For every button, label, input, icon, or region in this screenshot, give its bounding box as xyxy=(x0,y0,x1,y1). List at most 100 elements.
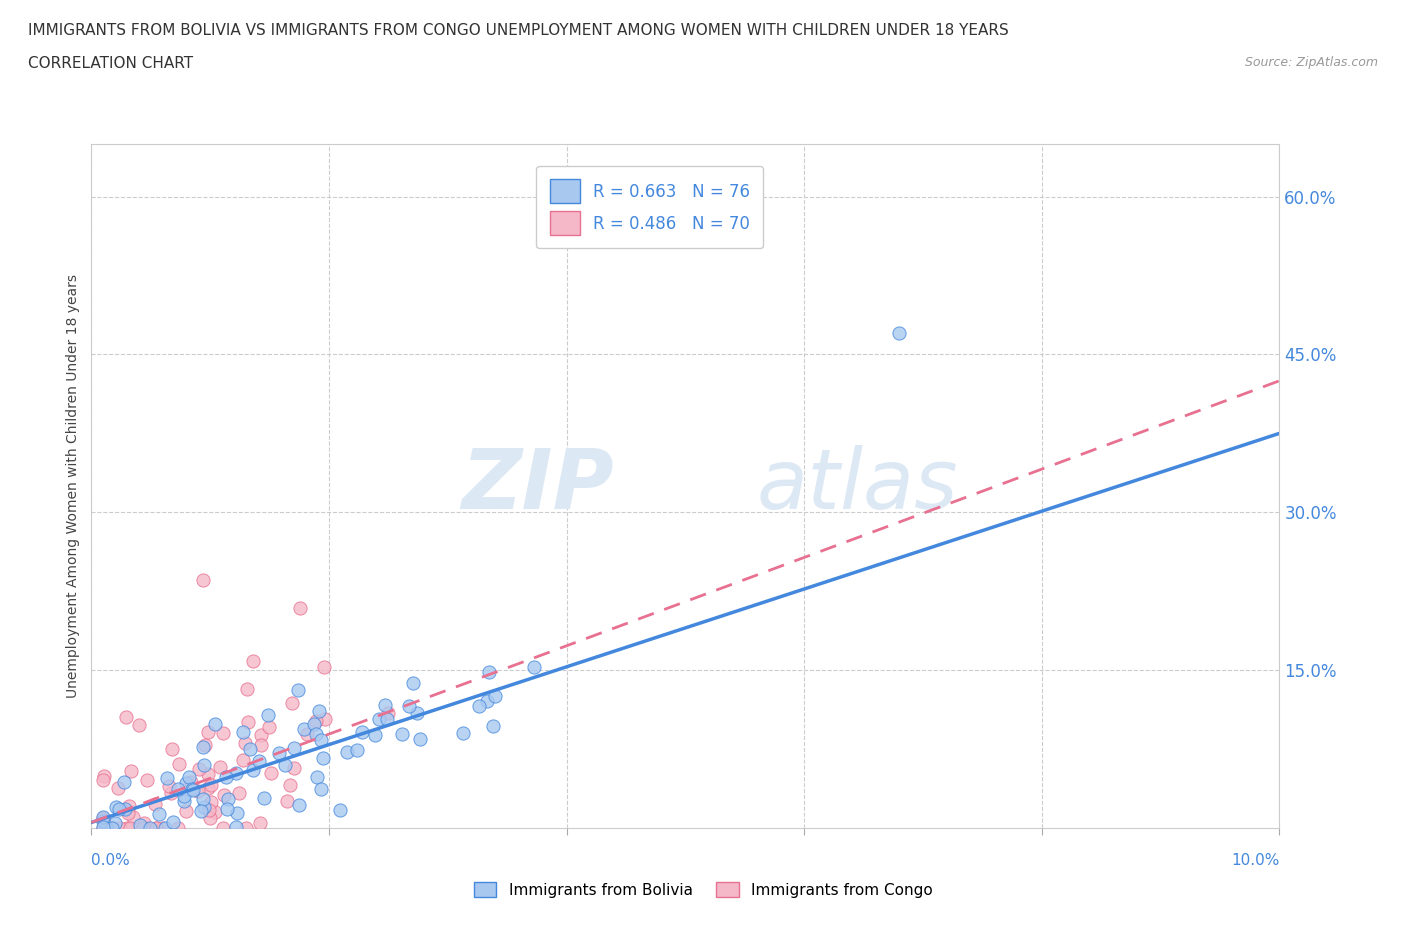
Point xyxy=(200,777,222,792)
Point xyxy=(481,718,503,733)
Point xyxy=(187,762,209,777)
Point xyxy=(191,572,214,587)
Text: IMMIGRANTS FROM BOLIVIA VS IMMIGRANTS FROM CONGO UNEMPLOYMENT AMONG WOMEN WITH C: IMMIGRANTS FROM BOLIVIA VS IMMIGRANTS FR… xyxy=(28,23,1010,38)
Point xyxy=(174,776,197,790)
Point xyxy=(225,820,247,835)
Point xyxy=(108,820,131,835)
Point xyxy=(100,820,122,835)
Point xyxy=(308,704,330,719)
Point xyxy=(250,727,273,742)
Point xyxy=(280,696,302,711)
Point xyxy=(314,711,336,726)
Point xyxy=(276,793,298,808)
Point xyxy=(162,742,184,757)
Point xyxy=(91,813,114,828)
Point xyxy=(409,731,432,746)
Point xyxy=(375,711,398,726)
Point xyxy=(283,761,305,776)
Point xyxy=(314,659,336,674)
Point xyxy=(391,726,413,741)
Point xyxy=(120,764,142,778)
Point xyxy=(107,802,129,817)
Point xyxy=(235,820,257,835)
Point xyxy=(114,802,136,817)
Point xyxy=(467,698,489,713)
Point xyxy=(91,809,114,824)
Point xyxy=(204,717,226,732)
Point xyxy=(190,804,212,818)
Point xyxy=(152,820,174,835)
Point xyxy=(91,813,114,828)
Point xyxy=(157,778,180,793)
Point xyxy=(312,751,335,765)
Point xyxy=(226,805,249,820)
Point xyxy=(145,820,167,835)
Point xyxy=(160,785,183,800)
Point xyxy=(288,797,311,812)
Point xyxy=(193,791,215,806)
Point xyxy=(122,810,145,825)
Point xyxy=(200,795,222,810)
Point xyxy=(368,711,391,726)
Point xyxy=(292,722,315,737)
Point xyxy=(247,754,270,769)
Point xyxy=(250,737,273,752)
Point xyxy=(107,780,129,795)
Point xyxy=(304,716,326,731)
Point xyxy=(451,725,474,740)
Point xyxy=(290,600,312,615)
Point xyxy=(167,820,190,835)
Point xyxy=(212,788,235,803)
Point xyxy=(132,820,155,835)
Point xyxy=(889,326,911,341)
Text: ZIP: ZIP xyxy=(461,445,614,526)
Text: CORRELATION CHART: CORRELATION CHART xyxy=(28,56,193,71)
Point xyxy=(135,772,157,787)
Point xyxy=(242,763,264,777)
Point xyxy=(402,675,425,690)
Point xyxy=(173,793,195,808)
Text: Source: ZipAtlas.com: Source: ZipAtlas.com xyxy=(1244,56,1378,69)
Point xyxy=(91,819,114,834)
Point xyxy=(162,815,184,830)
Point xyxy=(145,820,167,835)
Point xyxy=(398,698,420,713)
Point xyxy=(134,816,156,830)
Point xyxy=(236,715,259,730)
Point xyxy=(253,790,276,805)
Point xyxy=(215,802,238,817)
Point xyxy=(204,804,226,819)
Point xyxy=(191,739,214,754)
Y-axis label: Unemployment Among Women with Children Under 18 years: Unemployment Among Women with Children U… xyxy=(66,274,80,698)
Point xyxy=(249,816,271,830)
Point xyxy=(405,706,427,721)
Point xyxy=(197,766,219,781)
Point xyxy=(305,769,328,784)
Point xyxy=(193,757,215,772)
Point xyxy=(233,736,256,751)
Point xyxy=(346,743,368,758)
Point xyxy=(228,786,250,801)
Point xyxy=(91,773,114,788)
Point xyxy=(309,782,332,797)
Point xyxy=(305,726,328,741)
Point xyxy=(91,820,114,835)
Point xyxy=(115,710,138,724)
Point xyxy=(217,791,239,806)
Point xyxy=(257,720,280,735)
Point xyxy=(475,694,498,709)
Point xyxy=(193,800,215,815)
Point xyxy=(232,724,254,739)
Point xyxy=(232,752,254,767)
Point xyxy=(260,765,283,780)
Legend: R = 0.663   N = 76, R = 0.486   N = 70: R = 0.663 N = 76, R = 0.486 N = 70 xyxy=(536,166,763,248)
Point xyxy=(117,806,139,821)
Point xyxy=(287,683,309,698)
Point xyxy=(236,682,259,697)
Point xyxy=(194,737,217,752)
Point xyxy=(181,782,204,797)
Point xyxy=(93,768,115,783)
Point xyxy=(139,820,162,835)
Point xyxy=(115,820,138,835)
Point xyxy=(105,800,128,815)
